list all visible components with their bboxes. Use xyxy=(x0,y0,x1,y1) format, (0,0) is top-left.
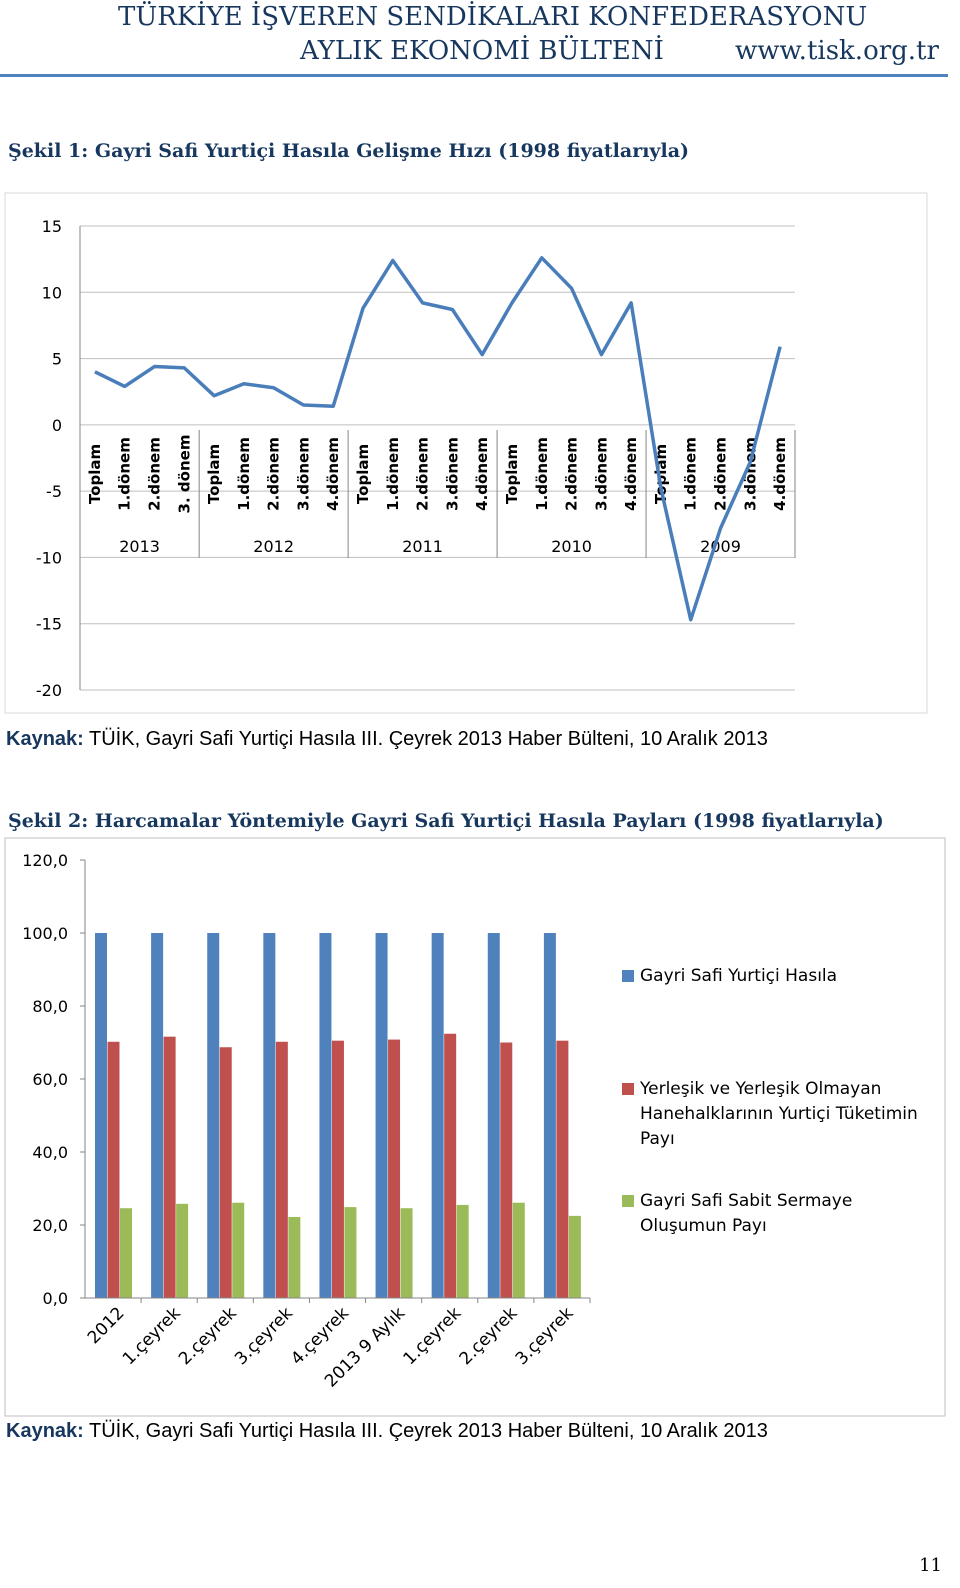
x-tick-label: 1.dönem xyxy=(384,437,402,511)
bar-chart: 0,020,040,060,080,0100,0120,020121.çeyre… xyxy=(4,837,946,1417)
bar xyxy=(556,1040,569,1298)
x-tick-label: 1.dönem xyxy=(533,437,551,511)
y-tick-label: 0,0 xyxy=(43,1289,68,1308)
source: Kaynak: TÜİK, Gayri Safi Yurtiçi Hasıla … xyxy=(6,726,946,753)
group-label: 2011 xyxy=(402,537,443,556)
bar xyxy=(400,1208,413,1298)
bar xyxy=(232,1202,245,1298)
header-rule xyxy=(0,74,948,77)
bar xyxy=(500,1042,513,1298)
line-chart: -20 -15 -10 -5 0 5 10 15 Toplam 1.dönem 2.dönem 3. … xyxy=(4,192,928,714)
x-tick-label: 3. dönem xyxy=(175,435,193,514)
x-tick-label: 3.dönem xyxy=(294,437,312,511)
x-tick-label: 3.dönem xyxy=(741,437,759,511)
bar xyxy=(487,933,500,1298)
x-tick-label: 4.dönem xyxy=(324,437,342,511)
x-tick-label: Toplam xyxy=(86,444,104,504)
y-tick-label: 120,0 xyxy=(22,851,68,870)
source-label: Kaynak: xyxy=(6,728,84,750)
bar xyxy=(207,933,220,1298)
group-label: 2012 xyxy=(253,537,294,556)
bar xyxy=(543,933,556,1298)
bar xyxy=(375,933,388,1298)
y-tick-label: 5 xyxy=(52,350,62,369)
y-tick-label: 10 xyxy=(42,283,62,302)
y-tick-label: 100,0 xyxy=(22,924,68,943)
x-tick-label: 2.dönem xyxy=(265,437,283,511)
bar xyxy=(107,1041,120,1298)
y-tick-label: 60,0 xyxy=(32,1070,68,1089)
y-tick-label: 15 xyxy=(42,217,62,236)
bar xyxy=(163,1036,176,1298)
header-title: TÜRKİYE İŞVEREN SENDİKALARI KONFEDERASYO… xyxy=(118,2,868,32)
y-tick-label: 40,0 xyxy=(32,1143,68,1162)
bar xyxy=(444,1033,457,1298)
group-label: 2013 xyxy=(119,537,160,556)
legend-swatch xyxy=(622,1195,634,1207)
y-tick-label: 0 xyxy=(52,416,62,435)
header-subtitle: AYLIK EKONOMİ BÜLTENİ xyxy=(300,36,664,66)
x-tick-label: 2.dönem xyxy=(563,437,581,511)
legend-label: Gayri Safi Yurtiçi Hasıla xyxy=(640,966,838,986)
y-tick-label: 20,0 xyxy=(32,1216,68,1235)
x-tick-label: 3.dönem xyxy=(443,437,461,511)
y-tick-label: -15 xyxy=(36,615,62,634)
bar xyxy=(263,933,276,1298)
source-text: TÜİK, Gayri Safi Yurtiçi Hasıla III. Çey… xyxy=(89,1420,768,1442)
bar xyxy=(288,1216,301,1298)
x-tick-label: Toplam xyxy=(354,444,372,504)
bar xyxy=(431,933,444,1298)
legend-swatch xyxy=(622,1083,634,1095)
page-number: 11 xyxy=(919,1555,942,1576)
x-tick-label: 2.dönem xyxy=(414,437,432,511)
chart-frame xyxy=(4,192,928,714)
x-tick-label: Toplam xyxy=(205,444,223,504)
bar xyxy=(456,1204,469,1298)
bar xyxy=(219,1047,232,1298)
y-tick-label: -20 xyxy=(36,681,62,700)
bar xyxy=(151,933,164,1298)
bar xyxy=(176,1203,189,1298)
x-tick-label: 4.dönem xyxy=(771,437,789,511)
group-label: 2009 xyxy=(700,537,741,556)
y-tick-label: -5 xyxy=(46,482,62,501)
x-tick-label: 3.dönem xyxy=(592,437,610,511)
bar xyxy=(344,1207,357,1298)
x-tick-label: Toplam xyxy=(503,444,521,504)
bar xyxy=(275,1041,288,1298)
bar xyxy=(512,1202,525,1298)
x-tick-label: 1.dönem xyxy=(682,437,700,511)
x-tick-label: 1.dönem xyxy=(116,437,134,511)
x-tick-label: 2.dönem xyxy=(712,437,730,511)
y-tick-label: -10 xyxy=(36,548,62,567)
bar xyxy=(568,1215,581,1298)
bar xyxy=(95,933,107,1298)
group-label: 2010 xyxy=(551,537,592,556)
bar xyxy=(331,1040,344,1298)
x-tick-label: 2.dönem xyxy=(145,437,163,511)
figure-caption: Şekil 1: Gayri Safi Yurtiçi Hasıla Geliş… xyxy=(8,140,689,162)
bar xyxy=(319,933,332,1298)
x-tick-label: 4.dönem xyxy=(473,437,491,511)
figure-caption: Şekil 2: Harcamalar Yöntemiyle Gayri Saf… xyxy=(8,810,884,832)
legend-label: Gayri Safi Sabit Sermaye Oluşumun Payı xyxy=(640,1191,853,1236)
legend-swatch xyxy=(622,970,634,982)
bar xyxy=(120,1208,132,1298)
bar xyxy=(388,1039,401,1298)
x-tick-label: 1.dönem xyxy=(235,437,253,511)
header-url: www.tisk.org.tr xyxy=(735,36,939,66)
y-tick-label: 80,0 xyxy=(32,997,68,1016)
line-series xyxy=(94,256,782,622)
source-text: TÜİK, Gayri Safi Yurtiçi Hasıla III. Çey… xyxy=(89,728,768,750)
source-label: Kaynak: xyxy=(6,1420,84,1442)
x-tick-label: 4.dönem xyxy=(622,437,640,511)
legend-label: Yerleşik ve Yerleşik Olmayan Hanehalklar… xyxy=(640,1079,918,1149)
source: Kaynak: TÜİK, Gayri Safi Yurtiçi Hasıla … xyxy=(6,1418,946,1445)
